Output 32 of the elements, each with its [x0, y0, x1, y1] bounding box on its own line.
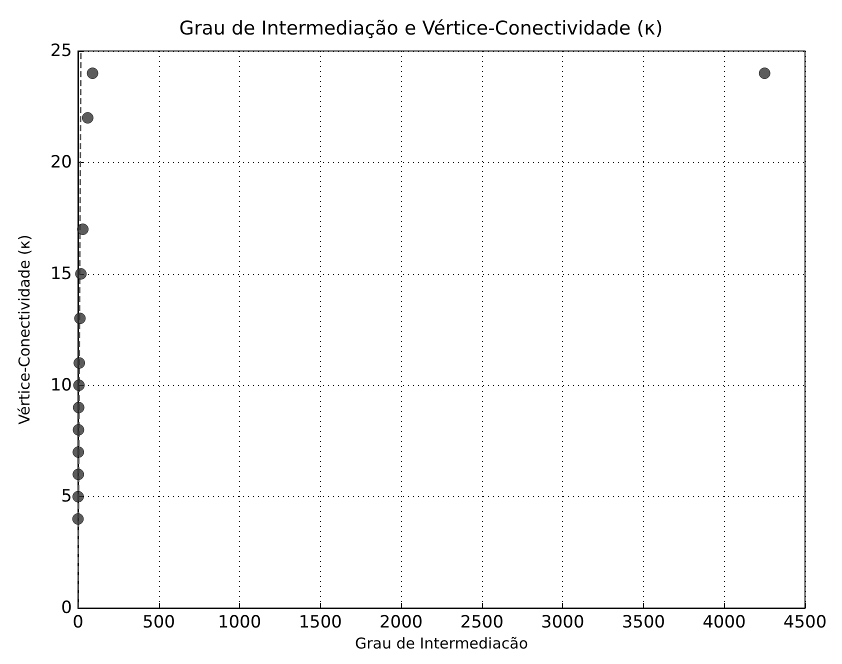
x-tick-label: 3000 [541, 612, 584, 633]
y-tick-label: 25 [50, 41, 72, 61]
point [74, 312, 86, 324]
x-tick-label: 1000 [218, 612, 262, 633]
y-tick-label: 15 [50, 264, 72, 284]
x-tick-label: 2500 [460, 612, 504, 633]
x-tick-label: 1500 [298, 612, 342, 633]
point [82, 112, 94, 124]
x-tick-label: 500 [142, 612, 176, 633]
point [73, 380, 85, 392]
x-tick-label: 3500 [622, 612, 666, 633]
point [72, 468, 84, 480]
point [74, 357, 86, 369]
x-axis-title: Grau de Intermediacão [354, 634, 528, 652]
point [75, 268, 87, 280]
x-tick-label: 4000 [702, 612, 746, 633]
point [72, 446, 84, 458]
y-tick-label: 20 [50, 152, 72, 172]
point [72, 424, 84, 436]
point [72, 402, 84, 414]
y-axis-title: Vértice-Conectividade (κ) [16, 234, 34, 425]
x-tick-label: 2000 [379, 612, 423, 633]
y-tick-label: 10 [50, 375, 72, 396]
y-tick-label: 5 [61, 486, 72, 507]
point [86, 68, 98, 80]
point [758, 68, 770, 80]
x-tick-label: 4500 [783, 612, 827, 633]
chart-title: Grau de Intermediação e Vértice-Conectividade (κ) [179, 18, 663, 40]
point [72, 513, 84, 525]
point [77, 224, 89, 236]
point [72, 490, 84, 502]
y-tick-label: 0 [61, 598, 72, 618]
